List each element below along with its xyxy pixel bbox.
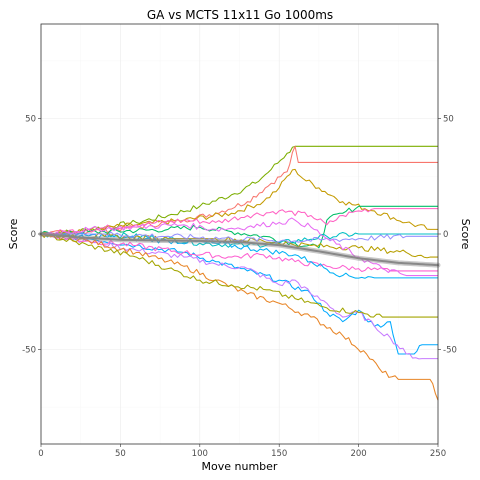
y-tick-label-left: 50 <box>25 115 36 125</box>
x-tick-label: 50 <box>115 449 126 459</box>
chart-title: GA vs MCTS 11x11 Go 1000ms <box>147 8 333 22</box>
y-tick-label-right: -50 <box>443 345 457 355</box>
x-tick-label: 100 <box>192 449 208 459</box>
y-axis-title-right: Score <box>459 219 472 250</box>
y-tick-label-right: 0 <box>443 230 448 240</box>
x-tick-label: 250 <box>430 449 446 459</box>
x-axis-title: Move number <box>202 460 278 473</box>
y-tick-label-left: -50 <box>22 345 36 355</box>
y-tick-label-right: 50 <box>443 115 454 125</box>
y-axis-title-left: Score <box>7 218 20 249</box>
x-tick-label: 200 <box>350 449 366 459</box>
x-tick-label: 0 <box>38 449 43 459</box>
y-tick-label-left: 0 <box>31 230 36 240</box>
x-tick-label: 150 <box>271 449 287 459</box>
